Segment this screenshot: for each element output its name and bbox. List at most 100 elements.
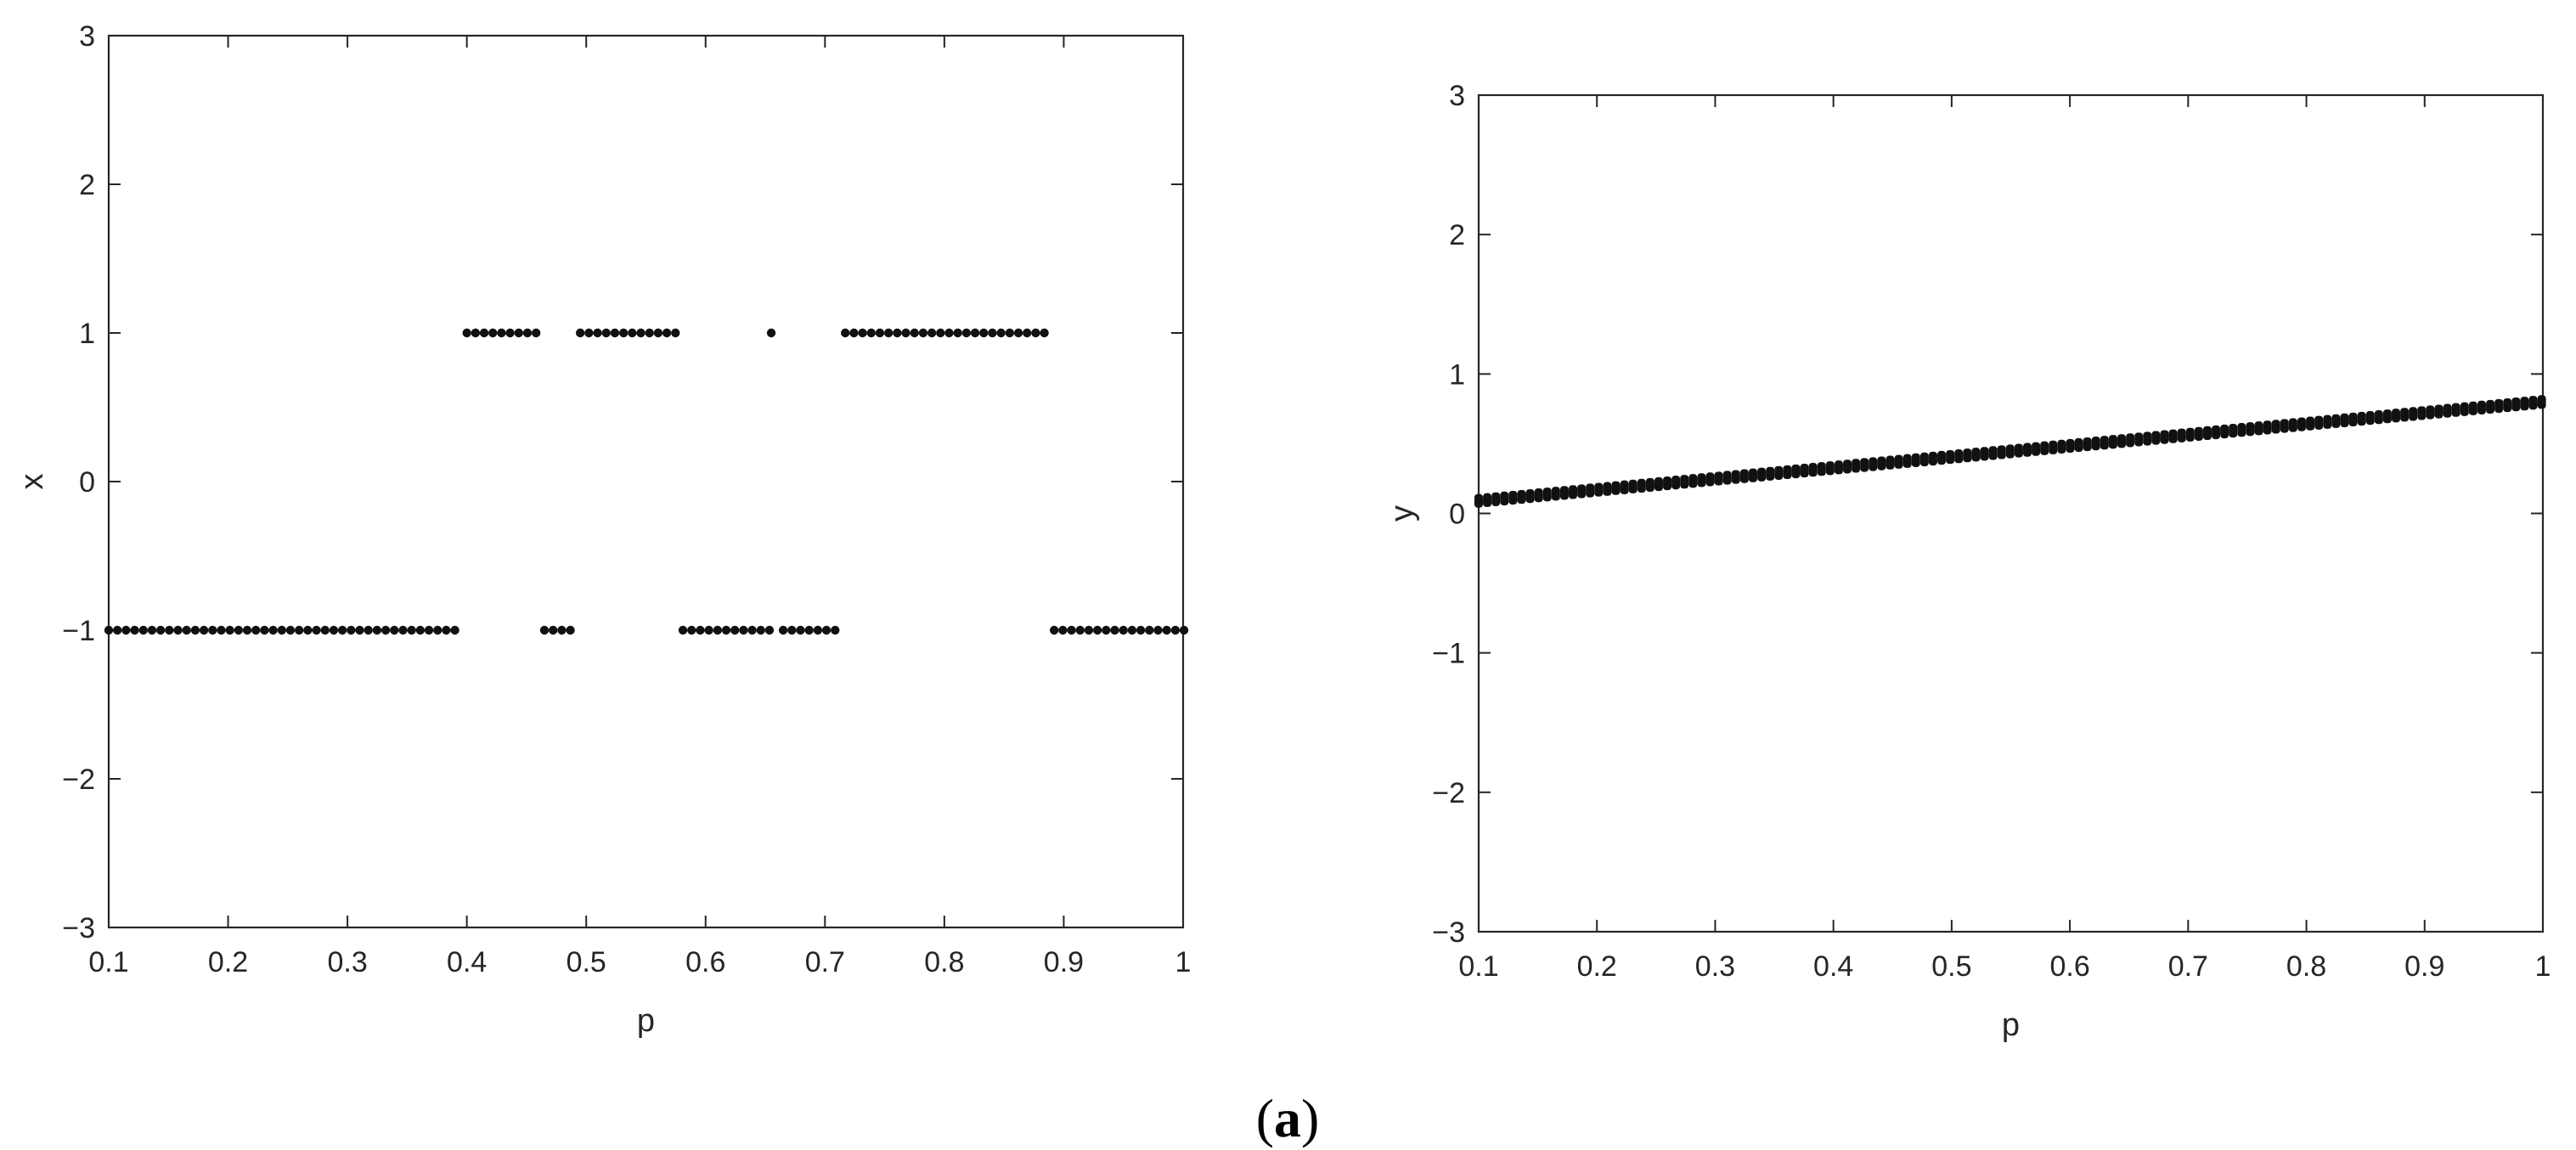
left-y-tick-label: 2 (79, 169, 95, 201)
right-data-point (2049, 440, 2058, 454)
right-x-tick-label: 0.6 (2049, 950, 2089, 983)
right-data-point (1954, 449, 1964, 464)
right-data-point (2117, 434, 2127, 448)
left-data-point (566, 625, 575, 635)
left-data-point (531, 328, 541, 338)
left-data-point (866, 328, 876, 338)
right-data-point (2451, 403, 2460, 417)
right-data-point (1517, 489, 1526, 505)
left-x-tick-label: 0.8 (924, 946, 964, 978)
left-data-point (575, 328, 585, 338)
right-data-point (2040, 441, 2049, 455)
left-y-tick-label: −1 (62, 615, 95, 647)
left-data-point (488, 328, 498, 338)
right-data-point (2511, 397, 2521, 412)
right-data-point (1843, 459, 1852, 474)
left-data-point (610, 328, 620, 338)
right-data-point (1757, 467, 1767, 482)
left-data-point (138, 625, 148, 635)
right-data-point (2280, 419, 2289, 433)
left-y-tick-label: 1 (79, 318, 95, 350)
left-data-point (671, 328, 680, 338)
left-data-point (1162, 625, 1171, 635)
left-data-point (407, 625, 416, 635)
right-data-point (1542, 488, 1552, 502)
left-data-point (320, 625, 330, 635)
right-y-tick-label: 3 (1449, 80, 1465, 112)
left-data-point (1031, 328, 1040, 338)
left-data-point (875, 328, 885, 338)
right-data-point (1603, 482, 1612, 496)
right-data-point (1688, 474, 1698, 488)
right-data-point (1551, 487, 1560, 501)
left-plot-x-vs-p: 0.1 0.2 0.3 0.4 0.5 0.6 0.7 0.8 0.9 1 −3 −2 −1 0 1 2 3 p x (14, 20, 1191, 1039)
left-data-point (756, 625, 765, 635)
left-data-point (704, 625, 713, 635)
left-data-point (173, 625, 183, 635)
left-y-tick-label: 3 (79, 20, 95, 53)
left-data-point (653, 328, 663, 338)
left-data-point (1127, 625, 1137, 635)
left-data-point (970, 328, 980, 338)
left-data-point (831, 625, 840, 635)
right-data-point (1817, 462, 1826, 476)
right-data-point (1645, 477, 1654, 493)
right-data-point (1911, 453, 1920, 467)
right-data-point (1937, 450, 1947, 465)
right-data-point (2331, 414, 2341, 428)
right-data-point (1946, 449, 1955, 465)
caption-close-paren: ) (1301, 1088, 1319, 1148)
left-data-point (662, 328, 672, 338)
right-x-tick-label: 0.5 (1931, 950, 1971, 983)
left-data-point (190, 625, 200, 635)
left-data-point (687, 625, 696, 635)
right-data-point (2074, 437, 2083, 453)
left-data-point (242, 625, 252, 635)
right-data-point (1894, 454, 1903, 469)
right-data-point (1714, 471, 1723, 486)
left-data-point (225, 625, 234, 635)
left-data-point (182, 625, 191, 635)
left-x-tick-label: 0.2 (208, 946, 248, 978)
left-data-point (208, 625, 217, 635)
left-data-point (268, 625, 278, 635)
left-data-point (355, 625, 364, 635)
right-data-point (1928, 451, 1937, 466)
right-data-point (2392, 409, 2401, 423)
left-data-point (372, 625, 382, 635)
left-data-point (337, 625, 347, 635)
right-data-point (1697, 473, 1706, 488)
right-data-point (1663, 476, 1672, 491)
right-data-point (2237, 423, 2246, 437)
left-data-point (787, 625, 797, 635)
right-y-tick-label: 0 (1449, 499, 1465, 531)
right-data-point (2520, 397, 2529, 411)
left-data-point (996, 328, 1006, 338)
right-data-point (2323, 414, 2332, 429)
right-data-point (2460, 402, 2469, 416)
left-x-tick-label: 0.4 (447, 946, 487, 978)
left-x-tick-label: 0.3 (327, 946, 367, 978)
left-data-point (199, 625, 209, 635)
left-data-point (147, 625, 157, 635)
left-data-point (442, 625, 451, 635)
right-data-point (2468, 401, 2477, 415)
left-data-point (450, 625, 459, 635)
right-data-point (2306, 416, 2315, 431)
right-x-tick-label: 0.2 (1577, 950, 1617, 983)
left-data-point (1145, 625, 1154, 635)
right-data-point (2100, 436, 2109, 450)
left-data-point (910, 328, 919, 338)
right-data-point (2365, 410, 2375, 426)
right-data-point (2091, 437, 2100, 451)
left-y-axis-label: x (14, 474, 50, 490)
left-data-point (217, 625, 226, 635)
right-data-point (2528, 396, 2538, 410)
right-data-point (2202, 426, 2212, 441)
right-data-point (2014, 443, 2023, 458)
right-data-point (1705, 472, 1715, 487)
left-data-point (277, 625, 287, 635)
left-data-point (821, 625, 831, 635)
left-data-point (739, 625, 748, 635)
right-data-point (2409, 407, 2418, 421)
